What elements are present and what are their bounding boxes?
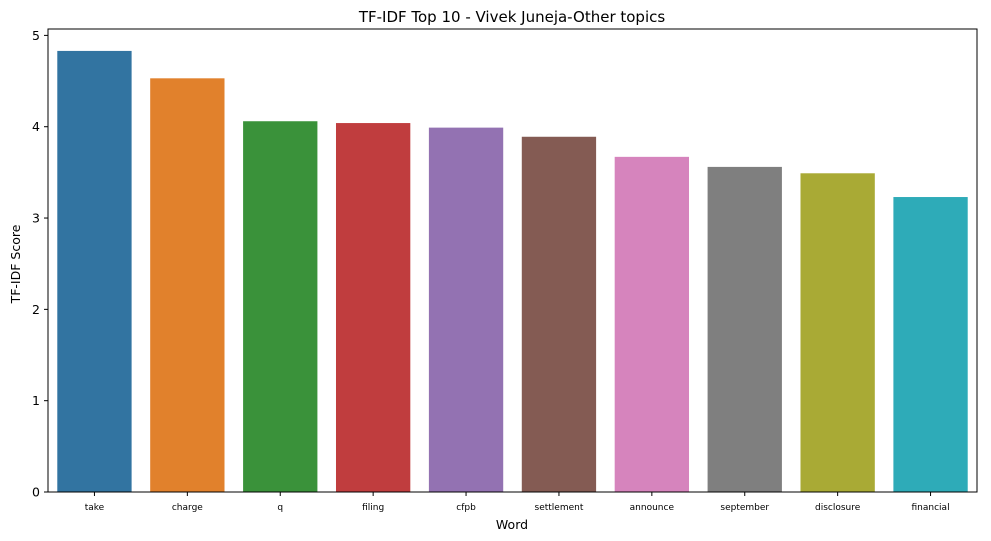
- y-axis-label: TF-IDF Score: [8, 224, 23, 304]
- x-tick-label: financial: [912, 503, 950, 513]
- y-tick-label: 5: [32, 28, 40, 43]
- y-tick-label: 3: [32, 211, 40, 226]
- y-tick-label: 0: [32, 485, 40, 500]
- bar-take: [57, 50, 132, 492]
- plot-frame: [47, 28, 978, 493]
- y-tick-label: 1: [32, 393, 40, 408]
- x-tick-label: charge: [172, 503, 203, 513]
- chart-title: TF-IDF Top 10 - Vivek Juneja-Other topic…: [358, 8, 666, 26]
- bar-charge: [150, 78, 225, 493]
- bars-group: [57, 50, 968, 493]
- x-axis-label: Word: [496, 517, 528, 532]
- bar-settlement: [521, 136, 597, 492]
- x-tick-label: september: [720, 503, 769, 513]
- y-tick-label: 4: [32, 119, 40, 134]
- bar-q: [243, 121, 318, 492]
- x-tick-label: filing: [362, 503, 384, 513]
- x-axis-ticks: take charge q filing cfpb settlement announce s…: [85, 492, 950, 513]
- y-tick-label: 2: [32, 302, 40, 317]
- x-tick-label: take: [85, 503, 105, 513]
- bar-disclosure: [800, 173, 875, 492]
- x-tick-label: announce: [630, 503, 675, 513]
- bar-filing: [335, 123, 411, 492]
- bar-september: [707, 166, 782, 493]
- bar-financial: [893, 197, 968, 492]
- bar-announce: [614, 156, 690, 492]
- x-tick-label: cfpb: [456, 503, 476, 513]
- x-tick-label: disclosure: [815, 503, 861, 513]
- x-tick-label: q: [277, 503, 283, 513]
- x-tick-label: settlement: [535, 503, 584, 513]
- bar-cfpb: [428, 127, 504, 492]
- y-axis-ticks: 0 1 2 3 4 5: [32, 28, 48, 500]
